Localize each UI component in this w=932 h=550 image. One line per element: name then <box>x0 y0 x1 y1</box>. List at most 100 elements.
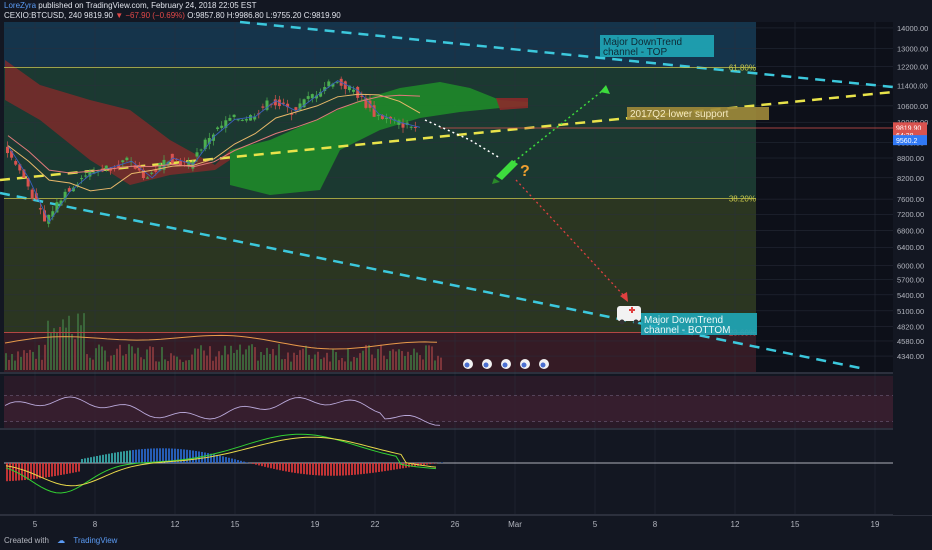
macd-histogram-bar <box>222 456 224 463</box>
author-name[interactable]: LoreZyra <box>4 1 37 10</box>
volume-bar <box>284 358 286 370</box>
macd-histogram-bar <box>306 463 308 475</box>
rsi-band <box>4 395 893 422</box>
volume-bar <box>344 361 346 370</box>
macd-histogram-bar <box>300 463 302 474</box>
ichimoku-cloud-bearish <box>5 60 230 185</box>
volume-bar <box>323 357 325 370</box>
volume-bar <box>194 348 196 370</box>
event-flag-dot <box>464 362 470 368</box>
price-tick-13: 6000.00 <box>897 261 924 270</box>
volume-bar <box>356 357 358 370</box>
candle-body <box>207 138 211 144</box>
tradingview-brand[interactable]: TradingView <box>73 536 118 545</box>
macd-histogram-bar <box>240 460 242 463</box>
volume-bar <box>422 359 424 370</box>
macd-histogram-bar <box>225 457 227 463</box>
candle-body <box>104 165 108 170</box>
candle-body <box>166 161 170 166</box>
time-tick-4: 19 <box>311 520 320 529</box>
macd-histogram-bar <box>360 463 362 475</box>
macd-histogram-bar <box>378 463 380 472</box>
time-tick-3: 15 <box>231 520 240 529</box>
macd-histogram-bar <box>9 463 11 482</box>
footer: Created with ☁ TradingView <box>4 536 117 545</box>
macd-histogram-bar <box>333 463 335 476</box>
volume-bar <box>440 357 442 370</box>
volume-bar <box>278 344 280 370</box>
candle-body <box>10 150 14 158</box>
candle-body <box>327 81 331 87</box>
volume-bar <box>65 327 67 370</box>
volume-bar <box>341 357 343 370</box>
volume-bar <box>326 352 328 370</box>
macd-histogram-bar <box>390 463 392 471</box>
candle-body <box>385 117 388 119</box>
macd-histogram-bar <box>375 463 377 473</box>
channel-top-line <box>239 20 894 89</box>
candle-body <box>290 113 294 115</box>
macd-histogram-bar <box>318 463 320 476</box>
macd-histogram-bar <box>81 458 83 463</box>
volume-bar <box>302 348 304 370</box>
volume-bar <box>185 360 187 370</box>
candle-body <box>302 99 306 108</box>
volume-bar <box>377 348 379 370</box>
macd-histogram-bar <box>366 463 368 474</box>
candle-body <box>47 214 51 224</box>
volume-bar <box>122 355 124 370</box>
created-with-text: Created with <box>4 536 49 545</box>
candle-body <box>133 165 137 169</box>
macd-histogram-bar <box>270 463 272 469</box>
volume-bar <box>125 354 127 370</box>
volume-bar <box>80 325 82 370</box>
macd-histogram-bar <box>399 463 401 469</box>
volume-bar <box>308 354 310 370</box>
macd-histogram-bar <box>141 449 143 463</box>
candle-body <box>34 193 38 200</box>
macd-histogram-bar <box>33 463 35 480</box>
macd-histogram-bar <box>36 463 38 479</box>
volume-bar <box>365 344 367 370</box>
macd-histogram-bar <box>42 463 44 478</box>
macd-histogram-bar <box>123 451 125 463</box>
ichimoku-cloud-bullish <box>230 82 528 195</box>
price-tick-3: 11400.00 <box>897 81 928 90</box>
candle-body <box>228 117 232 121</box>
macd-histogram-bar <box>57 463 59 476</box>
last-price: 9819.90 <box>84 11 113 20</box>
volume-bar <box>47 320 49 370</box>
candle-body <box>67 188 71 192</box>
volume-bar <box>188 360 190 370</box>
macd-histogram-bar <box>183 449 185 463</box>
macd-histogram-bar <box>93 456 95 463</box>
volume-bar <box>236 349 238 370</box>
volume-bar <box>401 351 403 370</box>
volume-bar <box>86 354 88 370</box>
volume-bar <box>437 355 439 370</box>
macd-histogram-bar <box>381 463 383 472</box>
volume-bar <box>35 358 37 370</box>
volume-bar <box>158 361 160 370</box>
macd-histogram-bar <box>102 454 104 463</box>
macd-histogram-bar <box>99 455 101 463</box>
volume-bar <box>17 351 19 370</box>
macd-histogram-bar <box>429 463 431 465</box>
rocket-flame-icon <box>492 178 500 184</box>
candle-body <box>265 100 269 110</box>
rsi-pane: 80.000040.0000 <box>4 387 922 426</box>
price-tag-1 <box>893 129 927 140</box>
candle-body <box>158 163 162 171</box>
support-line-2017q2 <box>0 90 894 182</box>
volume-bar <box>428 345 430 370</box>
ambulance-wheel <box>633 319 639 325</box>
candle-body <box>22 169 26 178</box>
candle-body <box>286 103 290 108</box>
publish-line: LoreZyra published on TradingView.com, F… <box>4 1 256 10</box>
volume-bar <box>392 349 394 370</box>
macd-histogram-bar <box>72 463 74 473</box>
time-tick-5: 22 <box>371 520 380 529</box>
macd-histogram-bar <box>45 463 47 478</box>
candle-body <box>249 115 252 121</box>
volume-bar <box>359 353 361 370</box>
